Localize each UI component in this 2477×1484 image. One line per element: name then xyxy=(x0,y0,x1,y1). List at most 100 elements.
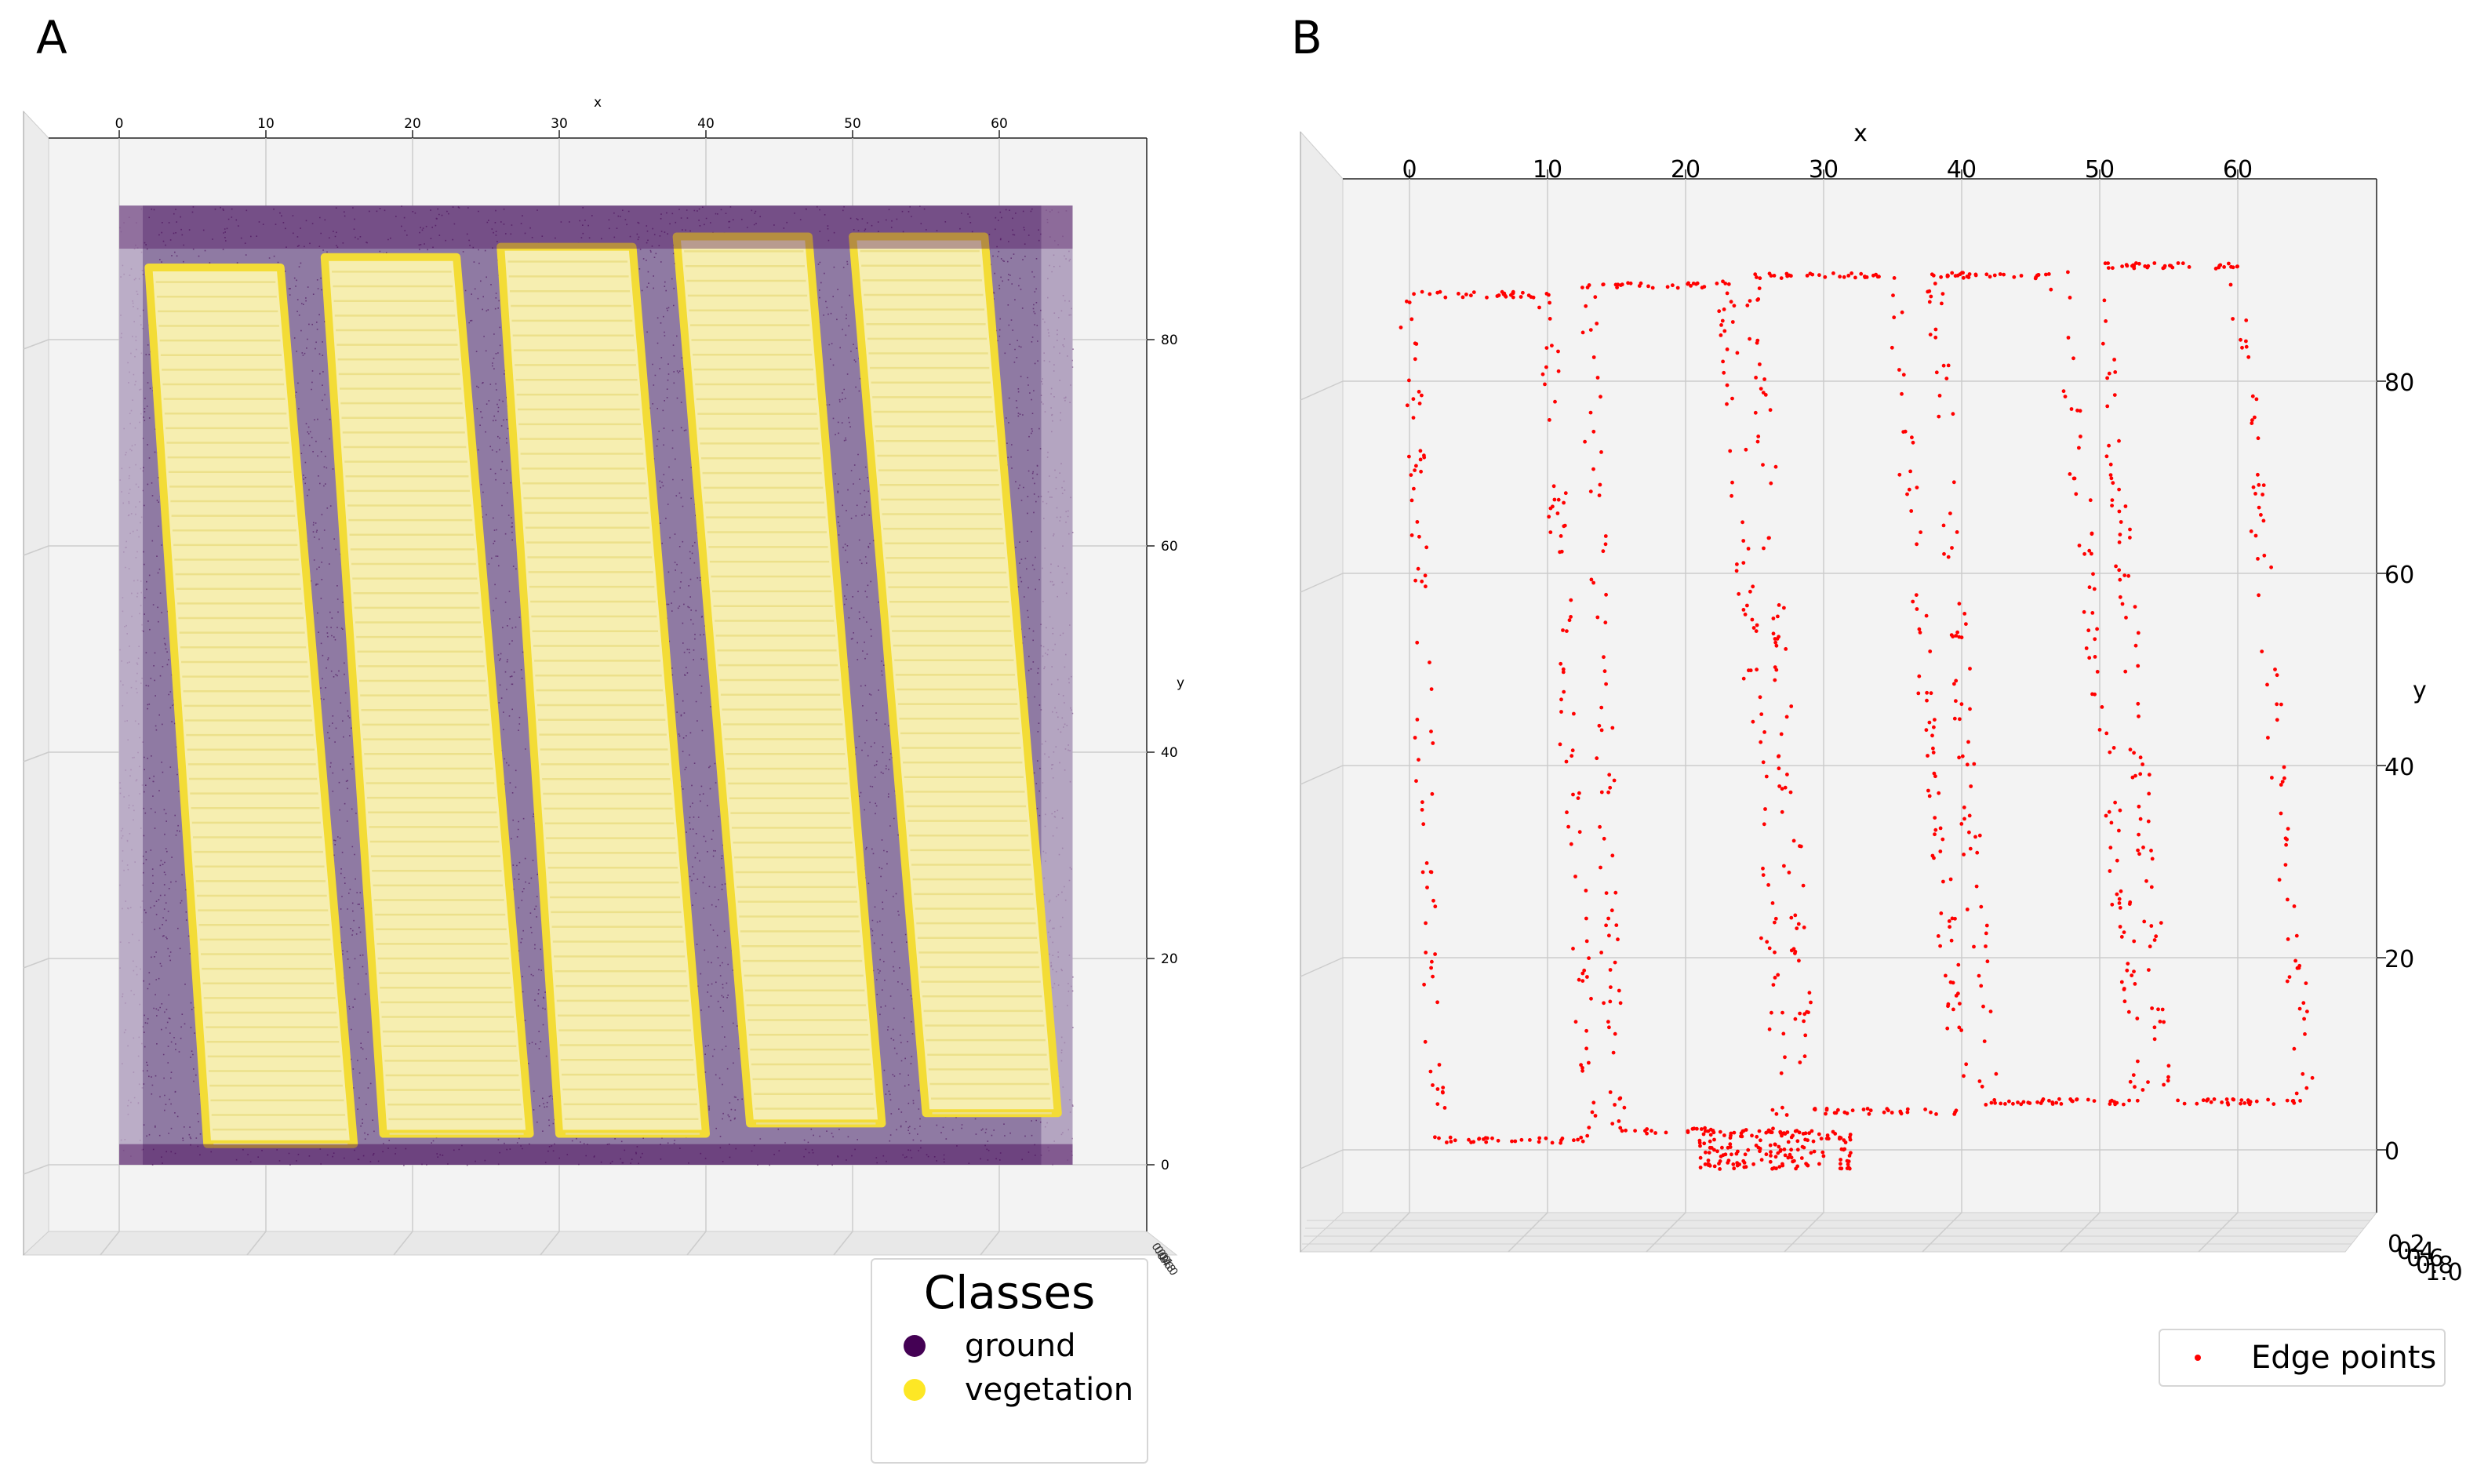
edge-point xyxy=(2303,1032,2307,1036)
edge-point xyxy=(1813,1108,1817,1112)
edge-point xyxy=(1715,1149,1719,1154)
edge-point xyxy=(1719,1155,1723,1158)
edge-point xyxy=(1711,1130,1716,1135)
edge-point xyxy=(1926,788,1930,793)
edge-point xyxy=(1846,274,1851,278)
edge-point xyxy=(1556,369,1561,373)
edge-point xyxy=(1715,282,1719,286)
edge-point xyxy=(1933,827,1938,832)
edge-point xyxy=(2146,819,2151,824)
edge-point xyxy=(2035,1100,2040,1104)
edge-point xyxy=(1911,440,1915,445)
edge-point xyxy=(1779,732,1784,737)
edge-point xyxy=(2301,1071,2305,1076)
edge-point xyxy=(1998,272,2002,276)
edge-point xyxy=(1725,402,1729,406)
edge-point xyxy=(1610,726,1615,730)
panel-a-side-gridline xyxy=(23,1164,49,1175)
edge-point xyxy=(1430,791,1435,796)
edge-point xyxy=(1610,853,1615,858)
panel-b-x-axis-label: x xyxy=(1853,120,1868,147)
edge-point xyxy=(2253,533,2258,538)
edge-point xyxy=(2117,438,2121,443)
edge-point xyxy=(2119,935,2124,939)
edge-point xyxy=(1726,1145,1730,1150)
edge-point xyxy=(1842,1138,1846,1142)
edge-point xyxy=(1602,836,1606,841)
edge-point xyxy=(1741,539,1746,543)
edge-point xyxy=(2138,755,2143,760)
edge-point xyxy=(1948,980,1953,984)
edge-point xyxy=(1620,282,1624,287)
edge-point xyxy=(1751,719,1755,724)
edge-point xyxy=(2285,979,2290,984)
edge-point xyxy=(2115,858,2119,863)
edge-point xyxy=(1751,584,1755,589)
edge-point xyxy=(2011,1101,2015,1106)
edge-point xyxy=(2128,1079,2133,1084)
edge-point xyxy=(1569,598,1573,602)
edge-point xyxy=(2248,1100,2253,1104)
edge-point xyxy=(1570,748,1575,753)
edge-point xyxy=(1945,1026,1950,1031)
edge-point xyxy=(2111,266,2115,271)
edge-point xyxy=(2260,649,2264,653)
edge-point xyxy=(1820,1150,1825,1155)
panel-a-x-tick-label: 10 xyxy=(257,116,275,132)
edge-point xyxy=(1741,561,1746,565)
edge-point xyxy=(1745,304,1750,307)
edge-point xyxy=(1591,355,1596,359)
panel-b-x-tick-label: 30 xyxy=(1809,156,1839,184)
edge-point xyxy=(1958,717,1962,722)
edge-point xyxy=(1726,282,1731,286)
edge-point xyxy=(1957,602,1962,606)
edge-point xyxy=(1934,370,1939,375)
panel-b-y-tick-label: 80 xyxy=(2384,369,2414,397)
edge-point xyxy=(1807,991,1812,995)
edge-point xyxy=(1915,542,1919,547)
edge-point xyxy=(1802,1012,1807,1017)
edge-point xyxy=(1603,534,1608,538)
edge-point xyxy=(1609,985,1613,989)
edge-point xyxy=(2122,573,2127,577)
edge-point xyxy=(1735,351,1740,355)
edge-point xyxy=(1616,937,1620,942)
edge-point xyxy=(1945,275,1950,278)
edge-point xyxy=(1961,271,1966,275)
edge-point xyxy=(1718,1167,1722,1171)
edge-point xyxy=(1565,810,1569,815)
edge-point xyxy=(2156,1007,2160,1012)
edge-point xyxy=(1837,1137,1842,1141)
panel-a-x-tick-label: 0 xyxy=(115,116,124,132)
edge-point xyxy=(2110,1098,2114,1103)
edge-point xyxy=(1861,1108,1866,1111)
edge-point xyxy=(2275,702,2279,707)
edge-point xyxy=(1973,273,1978,278)
edge-point xyxy=(2212,1097,2217,1101)
edge-point xyxy=(1422,982,1426,987)
edge-point xyxy=(1845,1166,1850,1170)
edge-point xyxy=(1624,1128,1628,1133)
edge-point xyxy=(1671,283,1675,288)
edge-point xyxy=(1562,523,1567,528)
panel-b-floor-gridline xyxy=(2198,1212,2239,1253)
edge-point xyxy=(2066,336,2071,340)
edge-point xyxy=(1469,1140,1473,1144)
edge-point xyxy=(1708,1145,1712,1150)
edge-point xyxy=(1967,830,1971,835)
edge-point xyxy=(1919,530,1923,534)
edge-point xyxy=(1585,1133,1590,1138)
edge-point xyxy=(1959,702,1964,707)
edge-point xyxy=(1810,272,1815,277)
edge-point xyxy=(1929,691,1933,696)
edge-point xyxy=(1610,908,1614,913)
edge-point xyxy=(1598,482,1602,487)
edge-point xyxy=(1416,566,1420,571)
edge-point xyxy=(1414,464,1418,468)
edge-point xyxy=(1429,687,1434,691)
edge-point xyxy=(1421,822,1426,827)
edge-point xyxy=(1720,318,1725,323)
edge-point xyxy=(1741,1158,1746,1163)
edge-point xyxy=(1930,733,1934,738)
edge-point xyxy=(1806,1010,1810,1015)
